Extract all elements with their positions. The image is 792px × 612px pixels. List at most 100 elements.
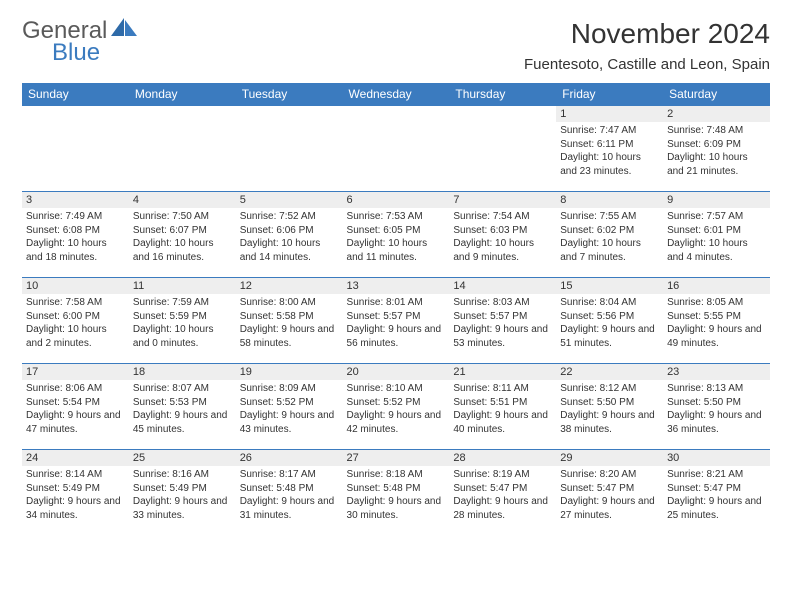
day-number: 1	[556, 106, 663, 122]
weekday-header: Tuesday	[236, 83, 343, 106]
day-number: 19	[236, 364, 343, 380]
day-number: 6	[343, 192, 450, 208]
day-number: 15	[556, 278, 663, 294]
logo: General Blue	[22, 18, 137, 65]
day-details: Sunrise: 8:18 AMSunset: 5:48 PMDaylight:…	[343, 466, 450, 526]
weekday-header: Monday	[129, 83, 236, 106]
day-number: 2	[663, 106, 770, 122]
calendar-cell	[449, 106, 556, 192]
calendar-cell: 16Sunrise: 8:05 AMSunset: 5:55 PMDayligh…	[663, 278, 770, 364]
calendar-cell	[343, 106, 450, 192]
day-number: 11	[129, 278, 236, 294]
day-number: 29	[556, 450, 663, 466]
calendar-cell: 24Sunrise: 8:14 AMSunset: 5:49 PMDayligh…	[22, 450, 129, 536]
day-details: Sunrise: 8:00 AMSunset: 5:58 PMDaylight:…	[236, 294, 343, 354]
weekday-row: SundayMondayTuesdayWednesdayThursdayFrid…	[22, 83, 770, 106]
calendar-cell	[129, 106, 236, 192]
calendar-page: General Blue November 2024 Fuentesoto, C…	[0, 0, 792, 536]
day-number: 16	[663, 278, 770, 294]
title-block: November 2024 Fuentesoto, Castille and L…	[524, 18, 770, 73]
day-details: Sunrise: 8:03 AMSunset: 5:57 PMDaylight:…	[449, 294, 556, 354]
day-number: 8	[556, 192, 663, 208]
day-details: Sunrise: 7:58 AMSunset: 6:00 PMDaylight:…	[22, 294, 129, 354]
day-number: 14	[449, 278, 556, 294]
calendar-row: 24Sunrise: 8:14 AMSunset: 5:49 PMDayligh…	[22, 450, 770, 536]
calendar-cell: 1Sunrise: 7:47 AMSunset: 6:11 PMDaylight…	[556, 106, 663, 192]
day-number: 7	[449, 192, 556, 208]
day-details: Sunrise: 8:10 AMSunset: 5:52 PMDaylight:…	[343, 380, 450, 440]
calendar-cell: 14Sunrise: 8:03 AMSunset: 5:57 PMDayligh…	[449, 278, 556, 364]
day-number: 28	[449, 450, 556, 466]
day-details: Sunrise: 8:19 AMSunset: 5:47 PMDaylight:…	[449, 466, 556, 526]
calendar-cell: 9Sunrise: 7:57 AMSunset: 6:01 PMDaylight…	[663, 192, 770, 278]
day-details: Sunrise: 8:06 AMSunset: 5:54 PMDaylight:…	[22, 380, 129, 440]
calendar-cell: 5Sunrise: 7:52 AMSunset: 6:06 PMDaylight…	[236, 192, 343, 278]
day-number: 5	[236, 192, 343, 208]
calendar-body: 1Sunrise: 7:47 AMSunset: 6:11 PMDaylight…	[22, 106, 770, 536]
calendar-cell: 19Sunrise: 8:09 AMSunset: 5:52 PMDayligh…	[236, 364, 343, 450]
day-details: Sunrise: 7:49 AMSunset: 6:08 PMDaylight:…	[22, 208, 129, 268]
day-number: 9	[663, 192, 770, 208]
day-number: 3	[22, 192, 129, 208]
day-number: 30	[663, 450, 770, 466]
day-details: Sunrise: 8:20 AMSunset: 5:47 PMDaylight:…	[556, 466, 663, 526]
day-number: 12	[236, 278, 343, 294]
day-number: 25	[129, 450, 236, 466]
calendar-row: 3Sunrise: 7:49 AMSunset: 6:08 PMDaylight…	[22, 192, 770, 278]
calendar-cell: 29Sunrise: 8:20 AMSunset: 5:47 PMDayligh…	[556, 450, 663, 536]
calendar-cell	[22, 106, 129, 192]
day-details: Sunrise: 8:12 AMSunset: 5:50 PMDaylight:…	[556, 380, 663, 440]
day-number: 18	[129, 364, 236, 380]
logo-sail-icon	[111, 18, 137, 43]
calendar-cell: 12Sunrise: 8:00 AMSunset: 5:58 PMDayligh…	[236, 278, 343, 364]
calendar-head: SundayMondayTuesdayWednesdayThursdayFrid…	[22, 83, 770, 106]
day-number: 26	[236, 450, 343, 466]
day-details: Sunrise: 8:17 AMSunset: 5:48 PMDaylight:…	[236, 466, 343, 526]
day-details: Sunrise: 8:07 AMSunset: 5:53 PMDaylight:…	[129, 380, 236, 440]
calendar-cell: 23Sunrise: 8:13 AMSunset: 5:50 PMDayligh…	[663, 364, 770, 450]
calendar-cell: 4Sunrise: 7:50 AMSunset: 6:07 PMDaylight…	[129, 192, 236, 278]
day-details: Sunrise: 8:09 AMSunset: 5:52 PMDaylight:…	[236, 380, 343, 440]
page-title: November 2024	[524, 18, 770, 50]
day-number: 21	[449, 364, 556, 380]
day-details: Sunrise: 7:59 AMSunset: 5:59 PMDaylight:…	[129, 294, 236, 354]
day-number: 17	[22, 364, 129, 380]
day-details: Sunrise: 8:21 AMSunset: 5:47 PMDaylight:…	[663, 466, 770, 526]
calendar-cell: 30Sunrise: 8:21 AMSunset: 5:47 PMDayligh…	[663, 450, 770, 536]
calendar-cell: 25Sunrise: 8:16 AMSunset: 5:49 PMDayligh…	[129, 450, 236, 536]
calendar-cell: 17Sunrise: 8:06 AMSunset: 5:54 PMDayligh…	[22, 364, 129, 450]
day-number: 22	[556, 364, 663, 380]
day-details: Sunrise: 7:54 AMSunset: 6:03 PMDaylight:…	[449, 208, 556, 268]
weekday-header: Friday	[556, 83, 663, 106]
day-details: Sunrise: 7:57 AMSunset: 6:01 PMDaylight:…	[663, 208, 770, 268]
calendar-row: 10Sunrise: 7:58 AMSunset: 6:00 PMDayligh…	[22, 278, 770, 364]
day-details: Sunrise: 7:52 AMSunset: 6:06 PMDaylight:…	[236, 208, 343, 268]
calendar-cell	[236, 106, 343, 192]
calendar-cell: 13Sunrise: 8:01 AMSunset: 5:57 PMDayligh…	[343, 278, 450, 364]
calendar-table: SundayMondayTuesdayWednesdayThursdayFrid…	[22, 83, 770, 536]
calendar-cell: 20Sunrise: 8:10 AMSunset: 5:52 PMDayligh…	[343, 364, 450, 450]
calendar-cell: 15Sunrise: 8:04 AMSunset: 5:56 PMDayligh…	[556, 278, 663, 364]
page-subtitle: Fuentesoto, Castille and Leon, Spain	[524, 56, 770, 73]
day-number: 24	[22, 450, 129, 466]
calendar-cell: 11Sunrise: 7:59 AMSunset: 5:59 PMDayligh…	[129, 278, 236, 364]
calendar-row: 17Sunrise: 8:06 AMSunset: 5:54 PMDayligh…	[22, 364, 770, 450]
weekday-header: Sunday	[22, 83, 129, 106]
calendar-row: 1Sunrise: 7:47 AMSunset: 6:11 PMDaylight…	[22, 106, 770, 192]
day-details: Sunrise: 8:16 AMSunset: 5:49 PMDaylight:…	[129, 466, 236, 526]
day-number: 13	[343, 278, 450, 294]
day-details: Sunrise: 8:04 AMSunset: 5:56 PMDaylight:…	[556, 294, 663, 354]
day-details: Sunrise: 7:53 AMSunset: 6:05 PMDaylight:…	[343, 208, 450, 268]
calendar-cell: 10Sunrise: 7:58 AMSunset: 6:00 PMDayligh…	[22, 278, 129, 364]
header-row: General Blue November 2024 Fuentesoto, C…	[22, 18, 770, 73]
weekday-header: Saturday	[663, 83, 770, 106]
logo-word2: Blue	[52, 41, 100, 65]
calendar-cell: 8Sunrise: 7:55 AMSunset: 6:02 PMDaylight…	[556, 192, 663, 278]
day-details: Sunrise: 7:48 AMSunset: 6:09 PMDaylight:…	[663, 122, 770, 182]
day-details: Sunrise: 7:50 AMSunset: 6:07 PMDaylight:…	[129, 208, 236, 268]
day-number: 10	[22, 278, 129, 294]
day-details: Sunrise: 7:47 AMSunset: 6:11 PMDaylight:…	[556, 122, 663, 182]
day-number: 23	[663, 364, 770, 380]
day-number: 4	[129, 192, 236, 208]
calendar-cell: 2Sunrise: 7:48 AMSunset: 6:09 PMDaylight…	[663, 106, 770, 192]
